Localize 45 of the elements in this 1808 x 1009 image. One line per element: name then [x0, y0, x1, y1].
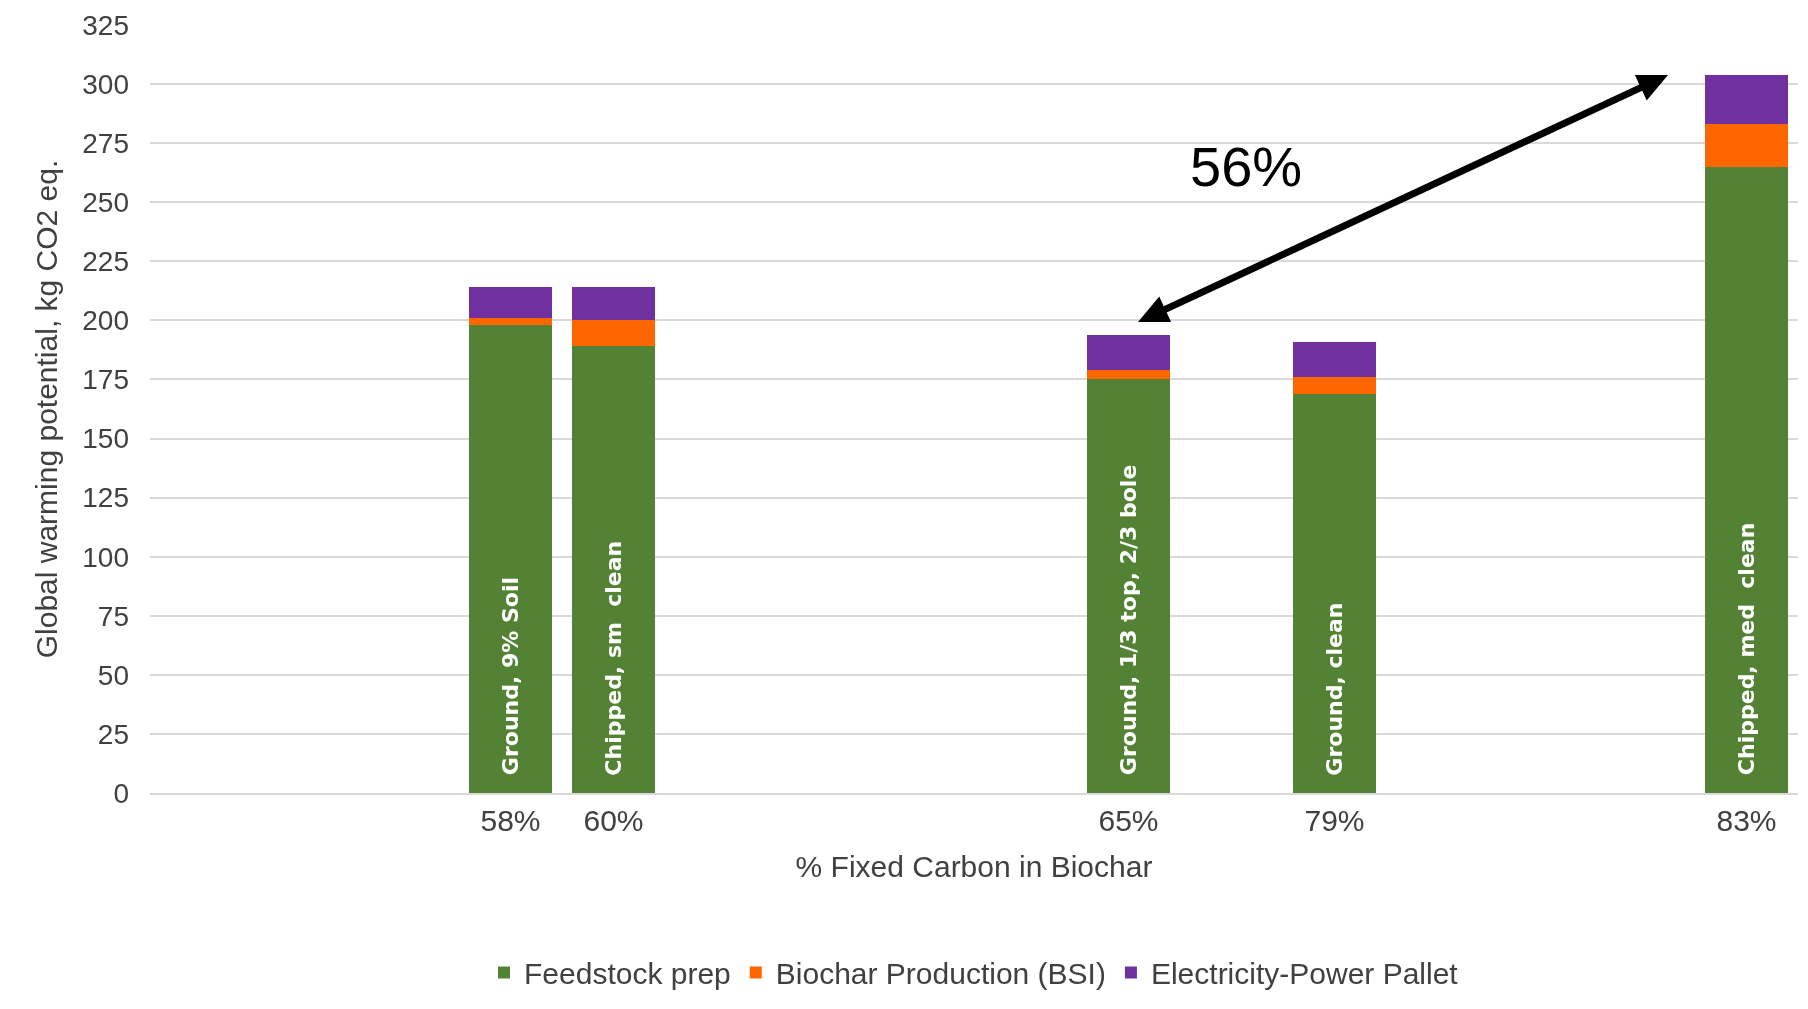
bar: [1087, 370, 1170, 380]
y-tick-label: 0: [113, 777, 129, 809]
y-tick-label: 300: [82, 68, 129, 100]
annotation: 56%: [1190, 135, 1303, 198]
annotation: Ground, 9% Soil: [497, 576, 523, 776]
y-tick-label: 50: [97, 659, 129, 691]
legend-label: Biochar Production (BSI): [775, 957, 1106, 991]
bar: [1705, 124, 1788, 167]
y-tick-label: 75: [97, 600, 129, 632]
bar: [572, 346, 655, 793]
bar: [1087, 334, 1170, 371]
bar: [572, 287, 655, 321]
legend-label: Feedstock prep: [524, 957, 731, 991]
x-tick-label: 79%: [1304, 804, 1365, 837]
x-tick-label: 65%: [1098, 804, 1159, 837]
bar: [1293, 393, 1376, 793]
y-tick-label: 200: [82, 305, 129, 337]
x-tick-label: 58%: [480, 804, 541, 837]
bar: [1705, 74, 1788, 125]
y-tick-label: 25: [97, 718, 129, 750]
x-tick-label: 83%: [1716, 804, 1777, 837]
bar: [469, 287, 552, 319]
y-axis-title: Global warming potential, kg CO2 eq.: [30, 159, 64, 659]
bar: [1705, 166, 1788, 793]
bar: [469, 325, 552, 793]
y-tick-label: 250: [82, 187, 129, 219]
y-tick-label: 175: [82, 364, 129, 396]
x-axis-title: % Fixed Carbon in Biochar: [795, 850, 1153, 883]
x-tick-label: 60%: [583, 804, 644, 837]
bar: [469, 318, 552, 326]
annotation: Ground, clean: [1322, 602, 1348, 776]
y-tick-label: 125: [82, 482, 129, 514]
bar: [1087, 379, 1170, 793]
annotation: Ground, 1/3 top, 2/3 bole: [1115, 464, 1141, 776]
y-tick-label: 150: [82, 423, 129, 455]
y-tick-label: 325: [82, 9, 129, 41]
legend-label: Electricity-Power Pallet: [1150, 957, 1459, 991]
y-tick-label: 225: [82, 246, 129, 278]
annotation: Chipped, med clean: [1733, 522, 1759, 776]
annotation: Chipped, sm clean: [601, 540, 627, 776]
y-tick-label: 275: [82, 127, 129, 159]
y-tick-label: 100: [82, 541, 129, 573]
bar: [572, 320, 655, 347]
bar: [1293, 377, 1376, 394]
bar: [1293, 341, 1376, 378]
